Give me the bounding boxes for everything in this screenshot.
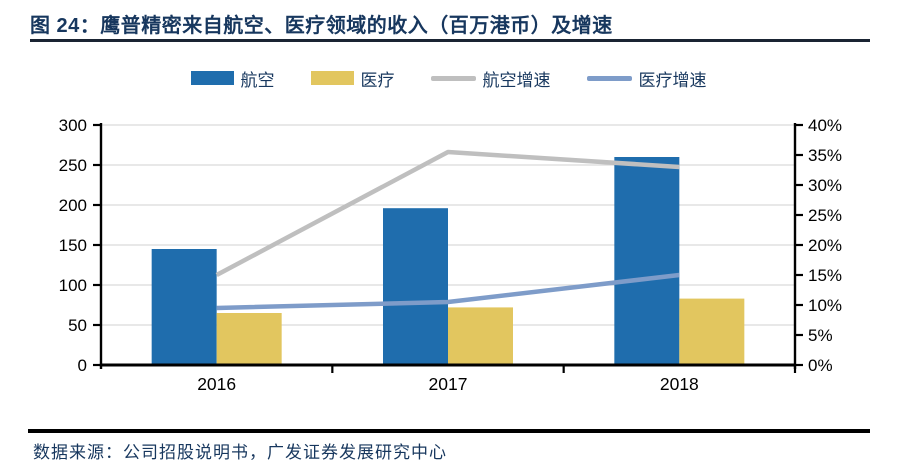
y-axis-right-tick-label: 30% [808, 176, 842, 195]
medical-growth-line-swatch-icon [586, 75, 632, 81]
aviation-bar-swatch-icon [190, 71, 234, 85]
x-axis-category-label: 2017 [429, 374, 468, 394]
footer-rule [28, 429, 870, 433]
legend-item-medical: 医疗 [310, 66, 395, 91]
figure-title: 图 24：鹰普精密来自航空、医疗领域的收入（百万港币）及增速 [30, 15, 613, 37]
medical-bar-swatch-icon [310, 71, 354, 85]
legend-item-aviation-growth: 航空增速 [430, 66, 551, 91]
y-axis-left-tick-label: 100 [59, 276, 87, 295]
y-axis-right-tick-label: 15% [808, 266, 842, 285]
y-axis-right-tick-label: 35% [808, 146, 842, 165]
data-source-note: 数据来源：公司招股说明书，广发证券发展研究中心 [33, 443, 447, 462]
legend-label-medical: 医疗 [360, 70, 395, 90]
bar-医疗-2016 [216, 313, 282, 365]
x-axis-category-label: 2018 [660, 374, 699, 394]
y-axis-right-tick-label: 0% [808, 356, 833, 375]
legend-label-aviation-growth: 航空增速 [482, 70, 551, 90]
y-axis-right-tick-label: 10% [808, 296, 842, 315]
aviation-growth-line-swatch-icon [430, 75, 476, 81]
chart-legend: 航空 医疗 航空增速 医疗增速 [0, 64, 897, 92]
y-axis-left-tick-label: 50 [68, 316, 87, 335]
y-axis-right-tick-label: 20% [808, 236, 842, 255]
legend-label-medical-growth: 医疗增速 [638, 70, 707, 90]
bar-航空-2018 [614, 157, 680, 365]
bar-医疗-2018 [679, 298, 745, 365]
y-axis-left-tick-label: 300 [59, 116, 87, 135]
y-axis-right-tick-label: 25% [808, 206, 842, 225]
legend-label-aviation: 航空 [240, 70, 275, 90]
x-axis-category-label: 2016 [197, 374, 236, 394]
line-航空增速 [215, 149, 680, 277]
bar-航空-2017 [383, 208, 448, 365]
y-axis-left-tick-label: 250 [59, 156, 87, 175]
bar-航空-2016 [151, 249, 217, 365]
y-axis-left-tick-label: 0 [78, 356, 87, 375]
y-axis-left-tick-label: 150 [59, 236, 87, 255]
legend-item-medical-growth: 医疗增速 [586, 66, 707, 91]
legend-item-aviation: 航空 [190, 66, 275, 91]
y-axis-left-tick-label: 200 [59, 196, 87, 215]
bar-医疗-2017 [448, 307, 513, 365]
combo-chart-plot: 0 50 100 150 200 250 300 0% 5% 10% 15% 20% 25% 30% 35%… [59, 116, 842, 394]
line-医疗增速 [216, 272, 680, 311]
y-axis-right-tick-label: 5% [808, 326, 833, 345]
y-axis-right-tick-label: 40% [808, 116, 842, 135]
title-underline [30, 39, 870, 42]
